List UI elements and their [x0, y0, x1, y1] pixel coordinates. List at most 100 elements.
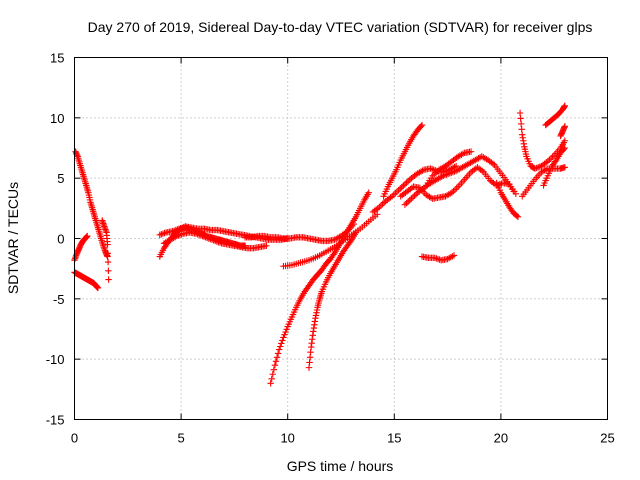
series-arc-2 [71, 269, 102, 292]
data-point [283, 326, 290, 333]
series-arc-10 [305, 229, 360, 371]
series-arc-16 [423, 148, 475, 189]
data-points [71, 102, 569, 387]
y-tick-label: -15 [46, 413, 65, 428]
series-arc-7 [160, 229, 270, 252]
data-point [510, 188, 517, 195]
x-tick-label: 20 [494, 431, 508, 446]
data-point [561, 123, 569, 130]
data-point [277, 343, 284, 350]
data-point [94, 284, 102, 292]
y-tick-label: 10 [50, 111, 64, 126]
data-point [400, 182, 407, 189]
data-point [434, 255, 442, 263]
data-point [275, 346, 283, 353]
data-point [467, 148, 475, 155]
series-arc-19 [516, 109, 569, 172]
data-point [105, 267, 112, 274]
series-arc-23 [557, 123, 569, 140]
data-point [561, 102, 569, 109]
series-arc-9 [267, 189, 372, 387]
data-point [404, 198, 412, 205]
data-point [513, 212, 521, 220]
data-point [552, 158, 559, 165]
data-point [263, 242, 270, 249]
data-point [401, 181, 409, 188]
data-point [271, 362, 279, 369]
series-arc-4 [99, 217, 112, 283]
data-point [401, 201, 409, 208]
data-point [561, 164, 569, 171]
data-point [392, 190, 399, 197]
y-tick-label: -10 [46, 352, 65, 367]
data-point [408, 195, 415, 202]
data-point [270, 366, 278, 373]
y-tick-label: 15 [50, 51, 64, 66]
x-tick-label: 0 [71, 431, 78, 446]
data-point [411, 192, 418, 199]
series-arc-13 [380, 121, 426, 200]
y-tick-label: 5 [57, 171, 64, 186]
data-point [379, 200, 386, 208]
x-axis-label: GPS time / hours [287, 458, 394, 474]
chart-title: Day 270 of 2019, Sidereal Day-to-day VTE… [88, 19, 593, 35]
data-point [451, 186, 459, 193]
data-point [274, 350, 282, 357]
data-point [403, 200, 410, 207]
axis-ticks: 0 5 10 15 20 25 -15 -10 -5 0 5 10 15 [46, 51, 615, 446]
data-point [453, 184, 460, 192]
data-point [281, 331, 288, 338]
y-tick-label: -5 [53, 292, 65, 307]
data-point [398, 184, 405, 191]
data-point [514, 213, 522, 220]
data-point [404, 177, 412, 185]
data-point [280, 334, 287, 341]
x-tick-label: 15 [387, 431, 401, 446]
data-point [560, 146, 567, 153]
series-arc-17 [418, 252, 458, 264]
data-point [450, 252, 458, 259]
series-arc-20 [519, 164, 569, 200]
data-point [104, 250, 112, 257]
series-arc-22 [542, 102, 569, 129]
series-arc-15 [401, 153, 517, 208]
data-point [518, 126, 525, 133]
data-point [272, 358, 280, 365]
data-point [278, 340, 285, 347]
data-point [516, 109, 524, 117]
data-point [406, 196, 413, 204]
data-point [396, 185, 404, 192]
data-point [105, 276, 112, 283]
x-tick-label: 25 [600, 431, 614, 446]
data-point [517, 115, 524, 122]
data-point [395, 187, 402, 194]
data-point [273, 354, 281, 361]
series-arc-3 [71, 232, 91, 264]
data-point [418, 121, 426, 129]
data-point [374, 211, 381, 218]
data-point [159, 230, 167, 237]
data-point [84, 232, 91, 240]
y-axis-label: SDTVAR / TECUs [5, 182, 21, 294]
data-point [282, 328, 289, 336]
data-point [104, 241, 111, 248]
series-arc-1 [72, 148, 111, 260]
data-point [347, 238, 354, 245]
data-point [517, 120, 525, 128]
y-tick-label: 0 [57, 232, 64, 247]
data-point [104, 258, 112, 266]
data-point [267, 380, 274, 387]
data-point [268, 375, 275, 382]
data-point [330, 251, 337, 258]
series-arc-21 [540, 144, 569, 189]
x-tick-label: 5 [177, 431, 184, 446]
data-point [279, 337, 286, 344]
data-point [561, 144, 569, 152]
data-point [417, 123, 425, 130]
data-point [409, 193, 417, 201]
data-point [365, 189, 372, 196]
x-tick-label: 10 [280, 431, 294, 446]
data-point [403, 179, 410, 186]
data-point [561, 137, 569, 144]
